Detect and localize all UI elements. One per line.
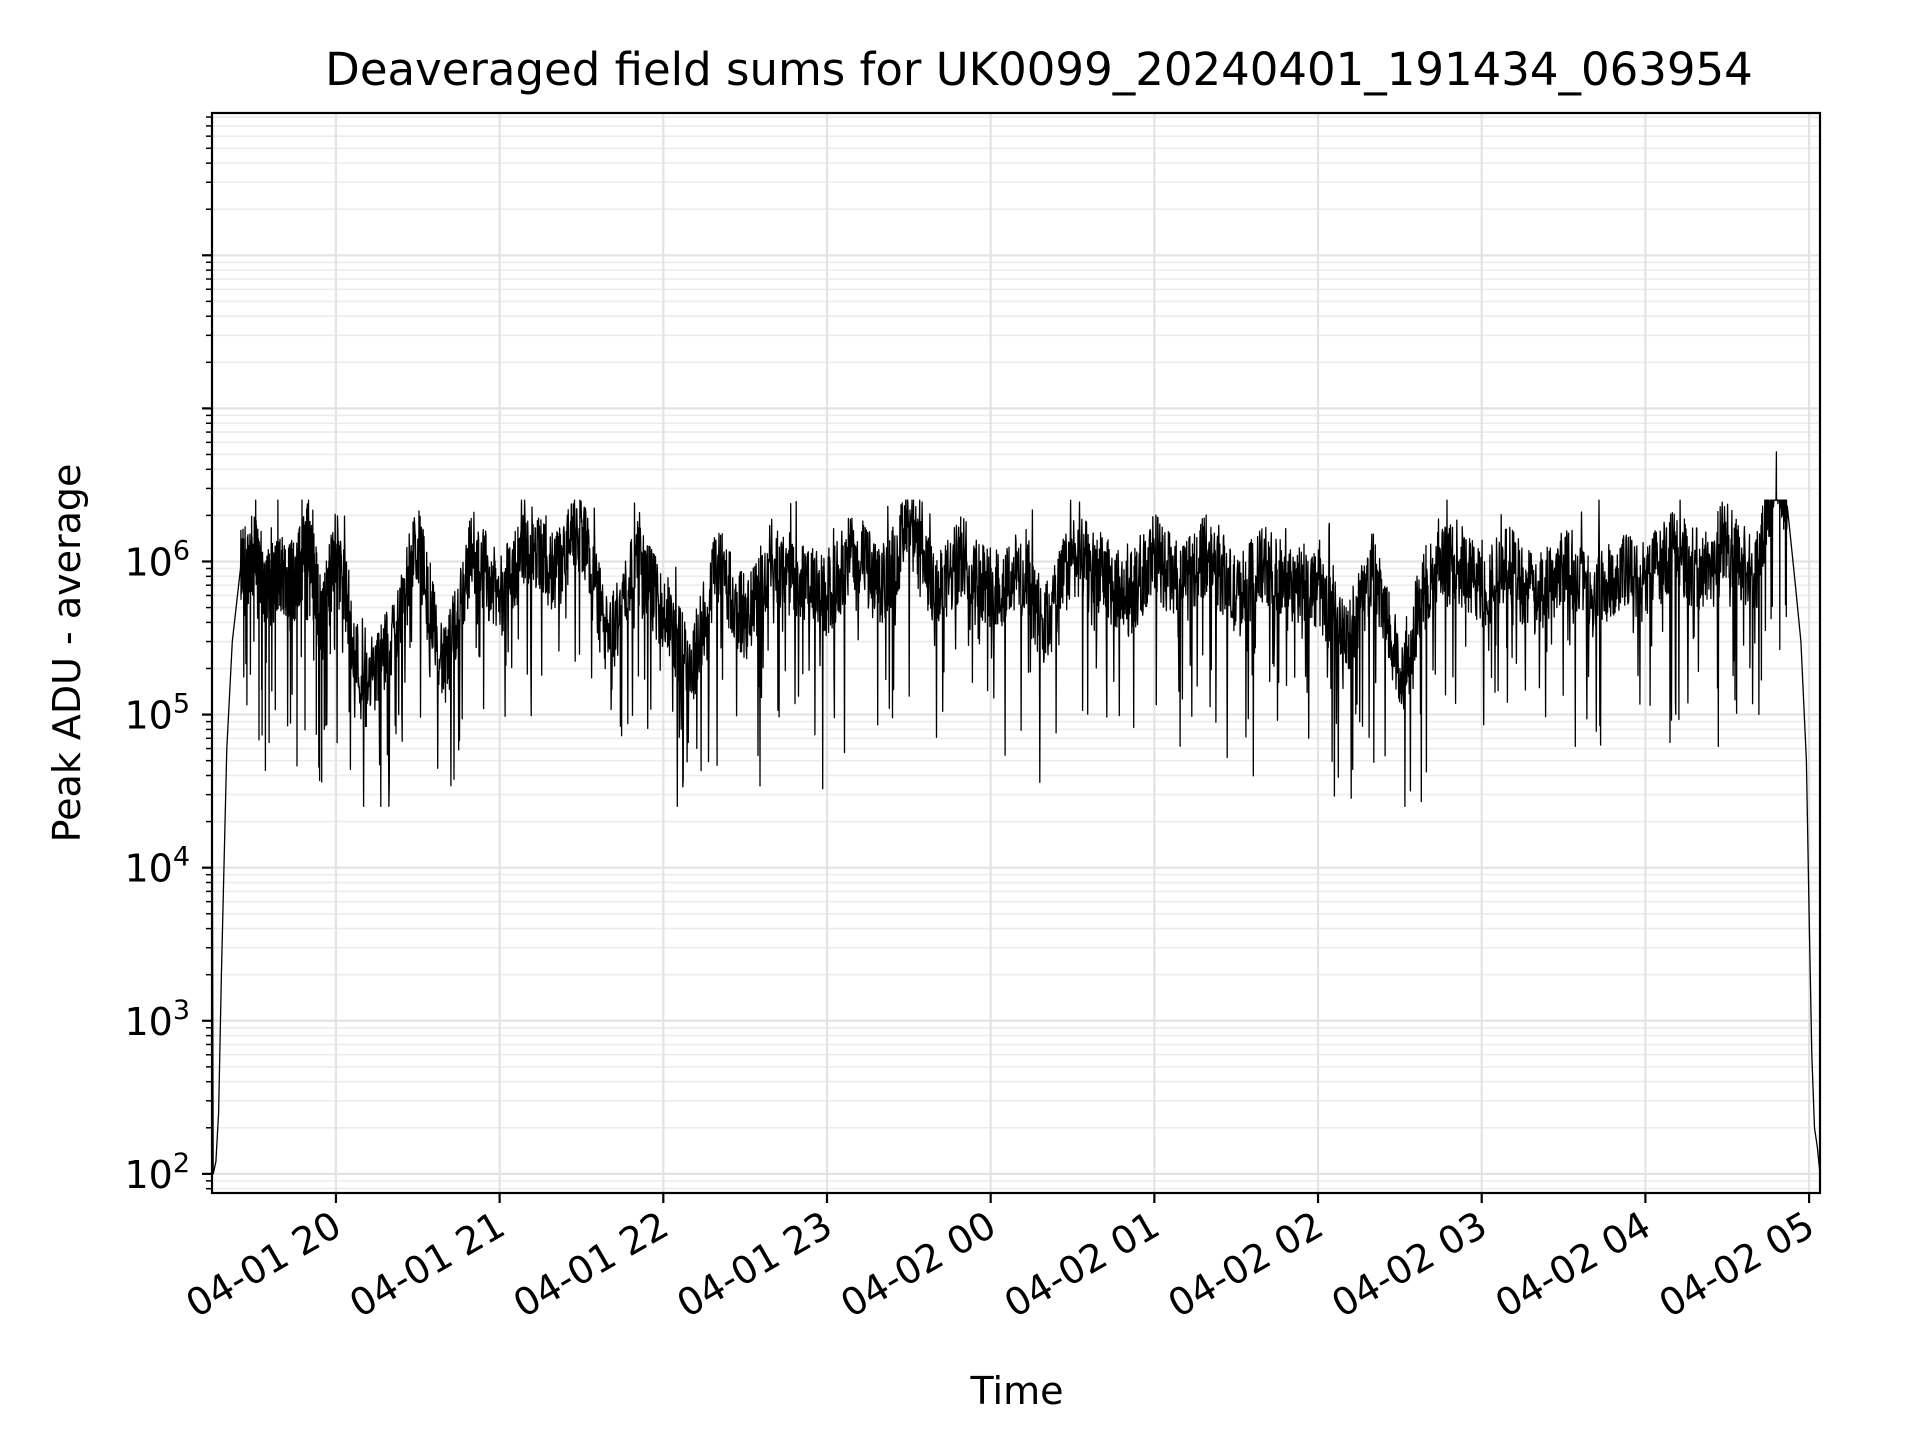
x-tick-label: 04-02 02: [1161, 1203, 1331, 1327]
x-tick-label: 04-01 21: [342, 1203, 512, 1327]
y-tick-label: 102: [124, 1148, 190, 1197]
y-tick-label-exponent: 3: [173, 995, 190, 1026]
y-tick-label: 103: [124, 995, 190, 1044]
y-tick-label-base: 10: [124, 694, 172, 738]
x-tick-label: 04-01 20: [178, 1203, 348, 1327]
x-tick-label: 04-02 00: [833, 1203, 1003, 1327]
y-tick-label-exponent: 4: [173, 842, 190, 873]
x-tick-label: 04-01 22: [506, 1203, 676, 1327]
plot-frame: [210, 111, 1822, 1195]
y-tick-label-exponent: 2: [173, 1148, 190, 1179]
x-tick-label: 04-02 03: [1324, 1203, 1494, 1327]
y-tick-label: 105: [124, 689, 190, 738]
y-axis-label: Peak ADU - average: [45, 464, 89, 843]
chart-title: Deaveraged field sums for UK0099_2024040…: [325, 43, 1753, 96]
x-tick-label: 04-01 23: [670, 1203, 840, 1327]
y-tick-label-base: 10: [124, 1153, 172, 1197]
series-line: [211, 451, 1821, 1175]
x-axis-label: Time: [970, 1369, 1064, 1413]
y-tick-label-base: 10: [124, 540, 172, 584]
y-tick-label-exponent: 5: [173, 689, 190, 720]
series-layer: [211, 451, 1821, 1175]
y-tick-label: 106: [124, 535, 190, 584]
y-tick-label: 104: [124, 842, 190, 891]
y-tick-label-base: 10: [124, 847, 172, 891]
y-tick-label-exponent: 6: [173, 535, 190, 566]
x-tick-label: 04-02 05: [1652, 1203, 1822, 1327]
x-tick-label: 04-02 04: [1488, 1203, 1658, 1327]
x-tick-label: 04-02 01: [997, 1203, 1167, 1327]
y-tick-label-base: 10: [124, 1000, 172, 1044]
